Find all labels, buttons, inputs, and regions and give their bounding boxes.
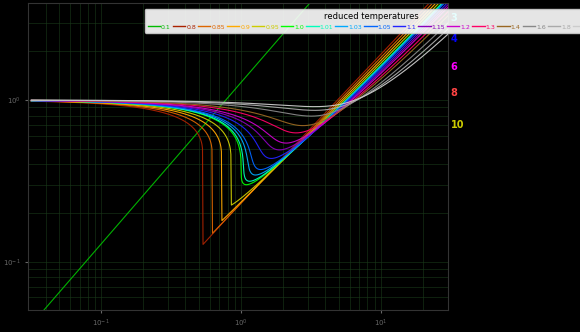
Text: 3: 3 [451,13,458,24]
Legend: 0.1, 0.8, 0.85, 0.9, 0.95, 1.0, 1.01, 1.03, 1.05, 1.1, 1.15, 1.2, 1.3, 1.4, 1.6,: 0.1, 0.8, 0.85, 0.9, 0.95, 1.0, 1.01, 1.… [144,9,580,33]
Text: 4: 4 [451,34,458,43]
Text: 8: 8 [451,88,458,98]
Text: 6: 6 [451,62,458,72]
Text: 10: 10 [451,120,464,130]
